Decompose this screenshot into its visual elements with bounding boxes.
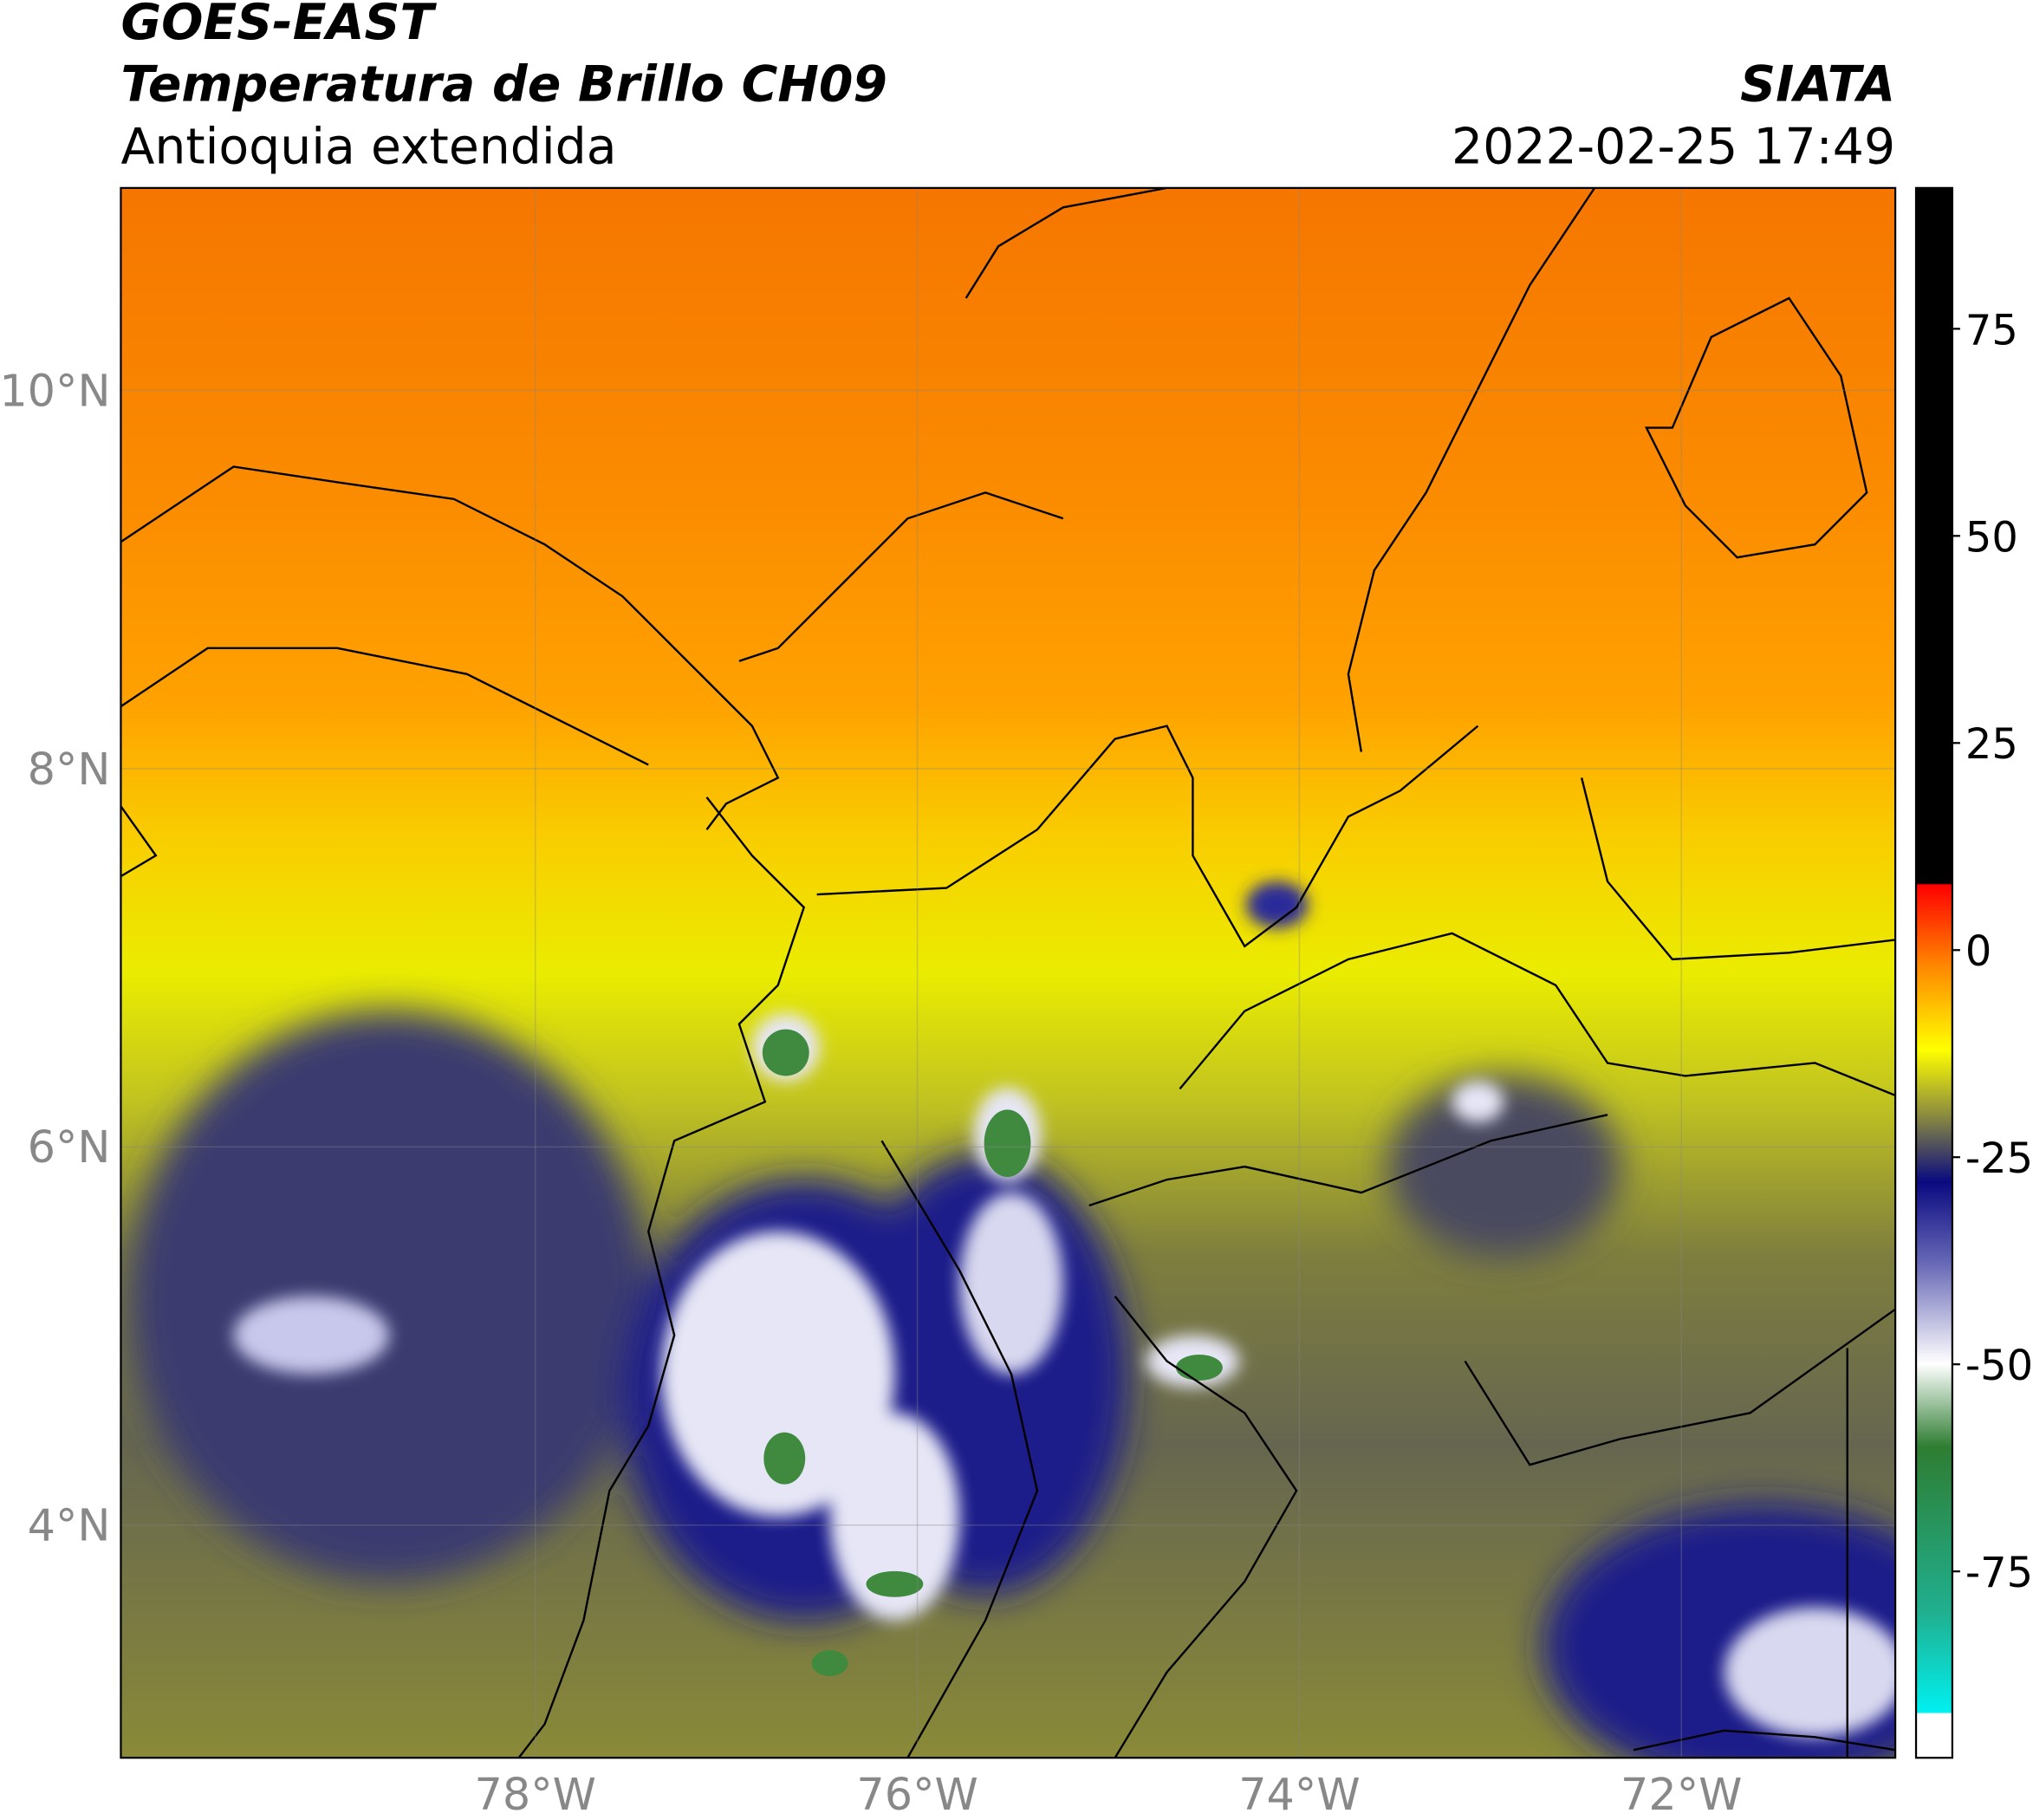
colorbar-tick-label: -50	[1965, 1342, 2033, 1390]
map-frame	[120, 186, 1897, 1759]
datetime: 2022-02-25 17:49	[1452, 118, 1895, 175]
source: SIATA	[1740, 56, 1895, 114]
colorbar-tick-label: 0	[1965, 928, 1991, 976]
colorbar-tick-label: 75	[1965, 307, 2018, 354]
lon-tick-label: 72°W	[1621, 1769, 1742, 1820]
colorbar-tick-label: -75	[1965, 1550, 2033, 1597]
lat-tick-label: 6°N	[28, 1121, 111, 1173]
colorbar	[1914, 186, 1954, 1759]
lat-tick-label: 4°N	[28, 1500, 111, 1551]
lat-tick-label: 10°N	[0, 365, 110, 416]
lon-tick-label: 74°W	[1238, 1769, 1360, 1820]
lon-tick-label: 76°W	[856, 1769, 978, 1820]
title: GOES-EAST	[120, 0, 437, 51]
colorbar-tick-label: 50	[1965, 514, 2018, 562]
colorbar-tick-label: -25	[1965, 1135, 2033, 1183]
lon-tick-label: 78°W	[475, 1769, 596, 1820]
colorbar-tick-label: 25	[1965, 721, 2018, 769]
subtitle: Temperatura de Brillo CH09	[120, 56, 887, 114]
region: Antioquia extendida	[120, 118, 616, 175]
map-image	[120, 187, 1896, 1758]
lat-tick-label: 8°N	[28, 744, 111, 795]
